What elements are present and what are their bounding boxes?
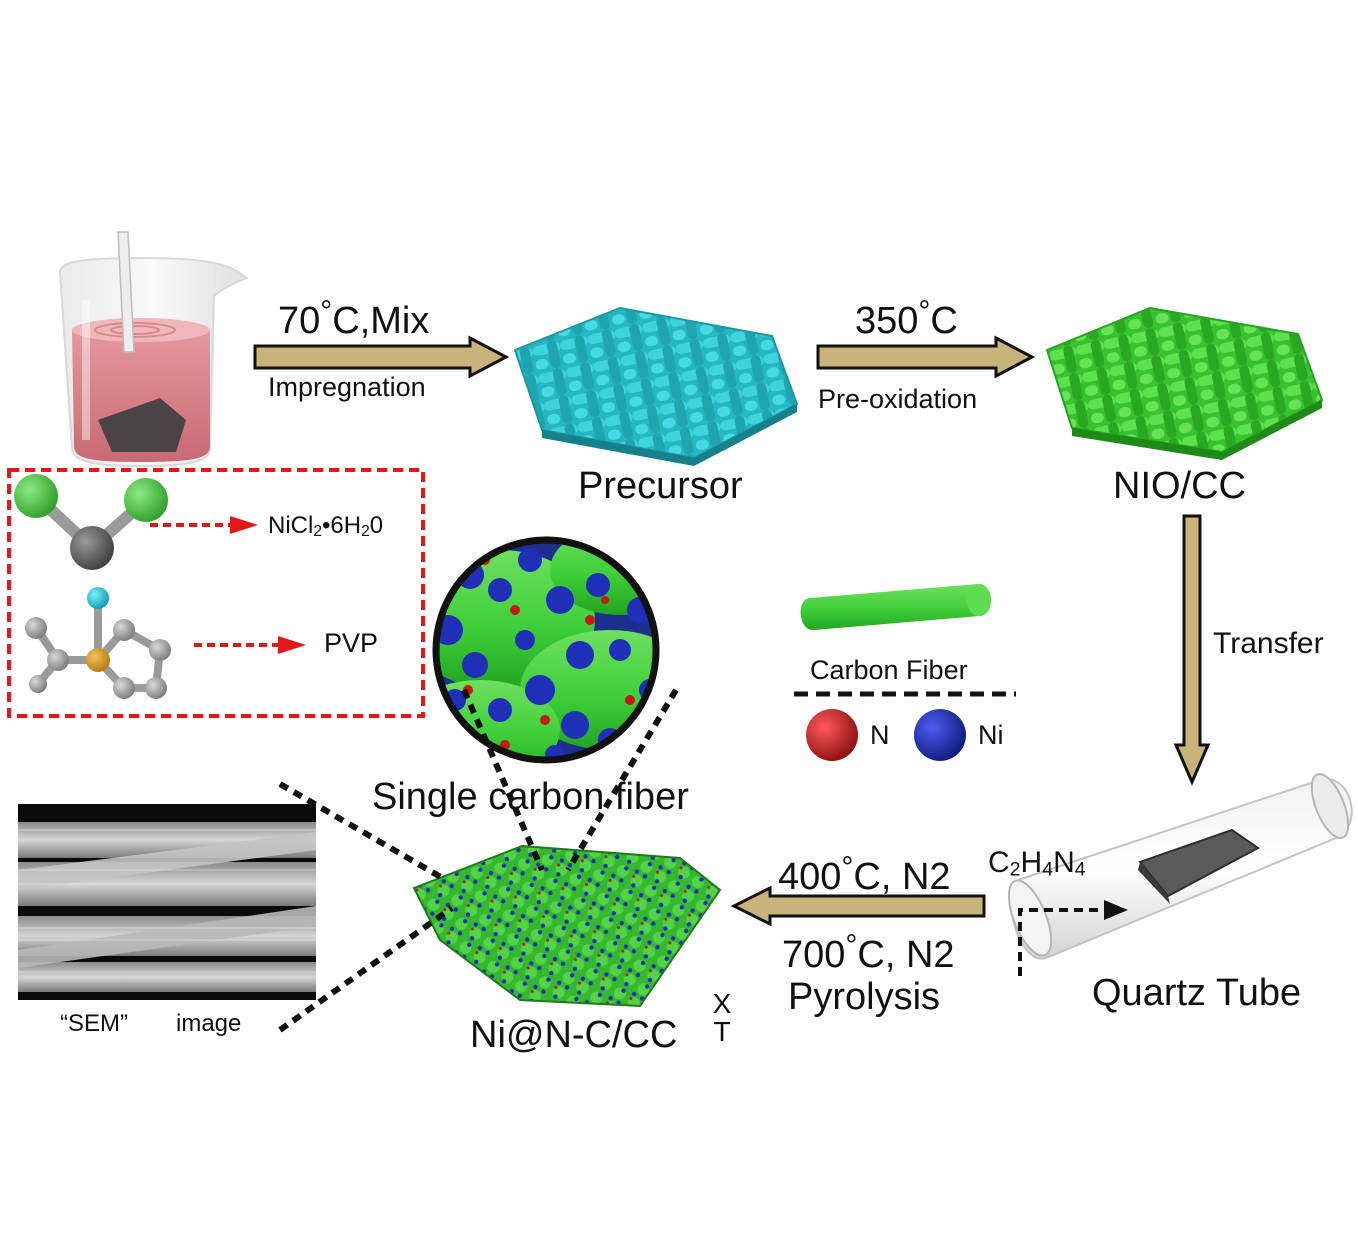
transfer-label: Transfer <box>1213 627 1324 660</box>
final-sub-bottom: T <box>713 1016 731 1047</box>
nicl2-part: 0 <box>369 512 384 539</box>
final-product-label: Ni@N-C/CC <box>470 1014 678 1056</box>
legend-carbon-fiber <box>800 583 992 631</box>
pyrolysis-label: Pyrolysis <box>788 976 941 1018</box>
pyrolysis-temp-1: 400 <box>778 856 842 898</box>
pyrolysis-atmosphere-2: C, N2 <box>857 934 955 976</box>
arrow-pre-oxidation <box>816 335 1036 379</box>
pre-oxidation-temp: 350 <box>855 300 919 342</box>
degree-symbol: ° <box>841 851 854 884</box>
celsius-unit: C <box>930 300 958 342</box>
legend-n-label: N <box>870 720 890 750</box>
pre-oxidation-temp-label: 350°C <box>855 297 958 342</box>
pvp-label: PVP <box>324 628 379 658</box>
legend-ni-dot <box>914 709 966 761</box>
nicl2-part: •6H <box>322 512 362 539</box>
pyrolysis-condition-mid: 700°C, N2 <box>782 931 955 976</box>
single-carbon-fiber-label: Single carbon fiber <box>372 776 689 818</box>
arrow-head-nicl2 <box>230 516 258 534</box>
nicl2-subscript: 2 <box>313 522 323 540</box>
precursor-label: Precursor <box>578 465 743 507</box>
impregnation-label: Impregnation <box>268 372 426 402</box>
final-product-stack: X T <box>710 990 734 1046</box>
sem-label-a: “SEM” <box>60 1010 128 1037</box>
nicl2-molecule <box>14 474 168 570</box>
impregnation-condition-label: 70°C,Mix <box>278 297 430 342</box>
final-cloth <box>412 844 722 1008</box>
formula-part: C <box>988 846 1010 879</box>
degree-symbol: ° <box>918 295 931 328</box>
final-sub-top: X <box>712 988 732 1019</box>
formula-subscript: 2 <box>1009 858 1021 881</box>
formula-subscript: 4 <box>1074 858 1086 881</box>
sem-image <box>18 804 316 1000</box>
impregnation-temp: 70 <box>278 300 321 342</box>
c2h4n4-label: C2H4N4 <box>988 848 1086 880</box>
arrow-pyrolysis <box>730 885 986 927</box>
degree-symbol: ° <box>320 295 333 328</box>
nicl2-part: NiCl <box>268 512 314 539</box>
pyrolysis-temp-2: 700 <box>782 934 846 976</box>
arrow-impregnation <box>253 335 510 379</box>
quartz-tube <box>1007 773 1353 960</box>
beaker-illustration <box>58 231 248 468</box>
formula-subscript: 4 <box>1042 858 1054 881</box>
quartz-tube-label: Quartz Tube <box>1092 972 1302 1014</box>
arrow-transfer <box>1173 514 1211 786</box>
pre-oxidation-label: Pre-oxidation <box>818 384 978 414</box>
gas-flow-arrow-head <box>1104 900 1128 920</box>
nicl2-label: NiCl2•6H20 <box>268 512 384 540</box>
nio-cc-label: NIO/CC <box>1113 465 1246 507</box>
nicl2-subscript: 2 <box>361 522 370 540</box>
precursor-cloth <box>513 306 799 466</box>
formula-part: H <box>1020 846 1043 879</box>
sem-label-b: image <box>176 1010 242 1037</box>
arrow-head-pvp <box>278 636 306 654</box>
nio-cloth <box>1045 306 1324 460</box>
formula-part: N <box>1053 846 1075 879</box>
gas-flow-dashed-arrow <box>1018 908 1108 976</box>
reagent-box <box>7 468 425 718</box>
single-fiber-zoom <box>432 536 660 764</box>
degree-symbol: ° <box>845 929 858 962</box>
pvp-molecule <box>25 587 171 699</box>
impregnation-condition-suffix: C,Mix <box>332 300 430 342</box>
legend-n-dot <box>806 709 858 761</box>
pyrolysis-atmosphere-1: C, N2 <box>853 856 951 898</box>
legend-carbon-fiber-label: Carbon Fiber <box>810 655 968 685</box>
legend-ni-label: Ni <box>978 720 1004 750</box>
pyrolysis-condition-top: 400°C, N2 <box>778 853 951 898</box>
zoom-connectors <box>278 688 679 1033</box>
